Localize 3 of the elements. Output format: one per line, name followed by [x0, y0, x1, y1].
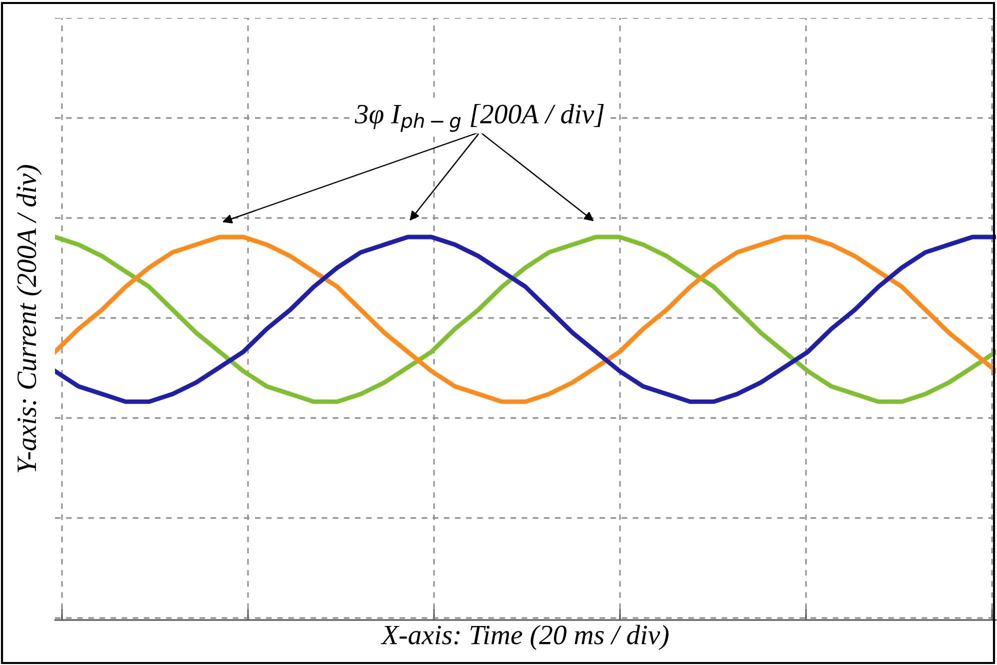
- y-axis-title: Y-axis: Current (200A / div): [16, 165, 42, 472]
- x-axis-title: X-axis: Time (20 ms / div): [380, 624, 669, 650]
- text: 3φ I$_{ph−g}$ [200A / div]: [354, 104, 604, 132]
